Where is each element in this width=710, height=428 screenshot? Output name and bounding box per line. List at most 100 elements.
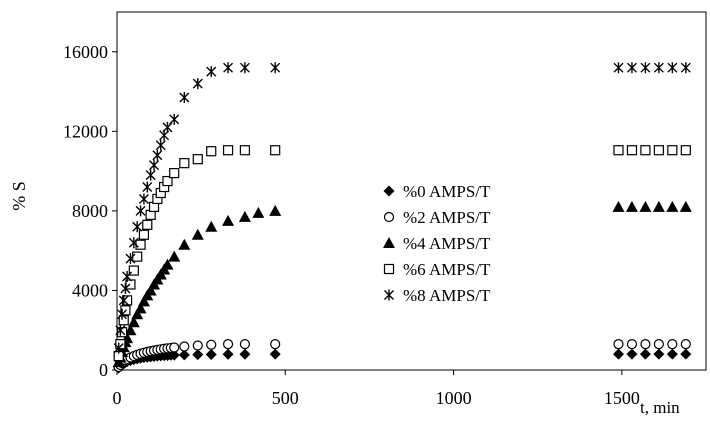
data-point xyxy=(144,284,157,296)
data-point xyxy=(667,145,678,156)
data-point xyxy=(128,237,139,249)
legend-label: %0 AMPS/T xyxy=(403,182,491,201)
data-point xyxy=(653,348,665,360)
data-point xyxy=(178,238,191,250)
data-point xyxy=(640,145,651,156)
data-point xyxy=(222,145,234,156)
data-point xyxy=(192,340,203,351)
data-point xyxy=(179,341,190,352)
data-point xyxy=(192,78,203,90)
data-point xyxy=(168,250,181,262)
data-point xyxy=(222,348,234,360)
data-point xyxy=(118,315,129,326)
axes: 0 4000 8000 12000 16000 0 500 1000 1500 xyxy=(63,42,640,408)
legend-item: %0 AMPS/T xyxy=(383,182,491,201)
data-point xyxy=(132,221,143,233)
data-point xyxy=(269,348,281,360)
legend-marker xyxy=(383,237,395,248)
data-point xyxy=(191,228,204,240)
data-point xyxy=(135,239,146,250)
data-point xyxy=(269,204,282,216)
legend: %0 AMPS/T %2 AMPS/T %4 AMPS/T %6 AMPS/T %8 A… xyxy=(383,182,491,305)
data-point xyxy=(613,145,624,156)
data-point xyxy=(128,265,139,276)
data-point xyxy=(125,253,136,265)
data-point xyxy=(626,145,638,156)
data-point xyxy=(192,154,203,165)
legend-marker xyxy=(384,289,394,301)
data-point xyxy=(115,324,126,336)
data-point xyxy=(149,159,160,171)
legend-marker xyxy=(383,185,395,197)
legend-item: %2 AMPS/T xyxy=(383,208,491,227)
x-tick-label: 1500 xyxy=(604,388,640,408)
legend-item: %8 AMPS/T xyxy=(384,286,491,305)
data-point xyxy=(239,348,251,360)
data-point xyxy=(120,282,131,294)
x-tick-label: 500 xyxy=(272,388,299,408)
y-tick-label: 16000 xyxy=(63,42,108,62)
data-point xyxy=(115,339,126,350)
data-point xyxy=(613,62,624,74)
plot-frame xyxy=(116,11,707,371)
data-point xyxy=(222,339,234,350)
data-point xyxy=(179,158,190,169)
legend-marker xyxy=(383,263,395,275)
x-tick-label: 1000 xyxy=(436,388,472,408)
y-axis-label: % S xyxy=(9,181,29,211)
legend-label: %2 AMPS/T xyxy=(403,208,491,227)
data-point xyxy=(640,62,651,74)
data-point xyxy=(653,62,664,74)
data-point xyxy=(239,339,250,350)
data-point xyxy=(124,324,137,336)
legend-label: %6 AMPS/T xyxy=(403,260,491,279)
data-point xyxy=(667,62,678,74)
data-point xyxy=(626,339,638,350)
data-point xyxy=(169,168,180,179)
data-point xyxy=(142,181,153,193)
legend-label: %4 AMPS/T xyxy=(403,234,491,253)
data-point xyxy=(680,339,691,350)
data-point xyxy=(639,200,652,212)
data-point xyxy=(132,251,143,262)
series-4 xyxy=(113,62,691,354)
data-point xyxy=(169,113,180,125)
data-point xyxy=(270,145,281,156)
data-point xyxy=(239,145,250,156)
data-point xyxy=(667,339,678,350)
data-point xyxy=(127,316,140,328)
data-point xyxy=(270,62,281,74)
data-point xyxy=(205,348,217,360)
legend-label: %8 AMPS/T xyxy=(403,286,491,305)
data-point xyxy=(138,193,149,205)
data-marks xyxy=(112,62,692,374)
data-point xyxy=(205,220,218,232)
data-point xyxy=(222,214,235,226)
y-tick-label: 4000 xyxy=(72,280,108,300)
data-point xyxy=(161,258,174,270)
data-point xyxy=(178,349,190,361)
data-point xyxy=(652,200,665,212)
data-point xyxy=(162,121,173,133)
data-point xyxy=(134,302,147,314)
data-point xyxy=(680,145,691,156)
data-point xyxy=(252,206,265,218)
data-point xyxy=(223,62,234,74)
data-point xyxy=(626,348,638,360)
x-axis-label: t, min xyxy=(640,398,680,417)
data-point xyxy=(653,145,664,156)
y-tick-label: 8000 xyxy=(72,201,108,221)
data-point xyxy=(155,139,166,151)
data-point xyxy=(206,66,217,78)
data-point xyxy=(206,339,217,350)
data-point xyxy=(270,339,281,350)
data-point xyxy=(238,210,251,222)
data-point xyxy=(137,295,150,307)
data-point xyxy=(145,169,156,181)
data-point xyxy=(117,308,128,320)
data-point xyxy=(680,348,692,360)
data-point xyxy=(239,62,250,74)
data-point xyxy=(131,308,144,320)
data-point xyxy=(640,339,651,350)
